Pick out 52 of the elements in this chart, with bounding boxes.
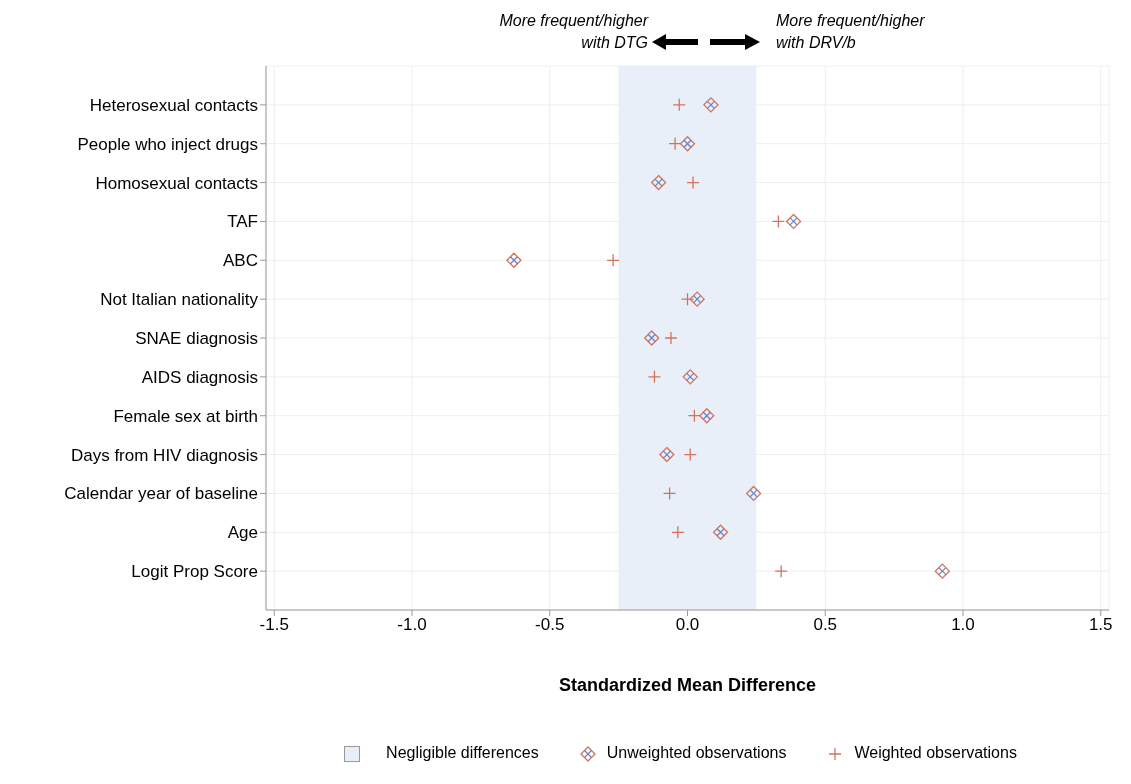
point — [689, 291, 705, 307]
point — [683, 447, 697, 462]
y-tick-label: TAF — [227, 212, 258, 232]
legend-label: Negligible differences — [385, 744, 539, 763]
x-tick-label: 1.0 — [951, 615, 975, 635]
x-tick-label: 0.5 — [813, 615, 838, 635]
text: More frequent/higher with DTG — [499, 11, 648, 53]
point — [671, 525, 685, 539]
x-tick-label: -0.5 — [535, 615, 565, 635]
legend-label: Weighted observations — [853, 744, 1017, 763]
text: More frequent/higher with DRV/b — [776, 11, 925, 53]
point — [712, 524, 729, 540]
y-tick-label: Homosexual contacts — [95, 173, 258, 193]
point — [703, 97, 719, 113]
x-tick-label: 0.0 — [675, 615, 700, 635]
y-tick-label: Heterosexual contacts — [89, 95, 258, 115]
point — [672, 98, 686, 112]
y-tick-label: Age — [227, 523, 258, 543]
point — [680, 292, 695, 306]
y-tick-label: Logit Prop Score — [131, 562, 258, 582]
point — [506, 252, 522, 268]
y-tick-label: Not Italian nationality — [100, 290, 259, 310]
y-tick-label: Calendar year of baseline — [64, 484, 258, 504]
x-tick-label: 1.5 — [1088, 615, 1113, 635]
point — [664, 331, 678, 345]
point — [699, 408, 715, 424]
point — [934, 563, 950, 579]
x-tick-label: -1.0 — [397, 615, 427, 635]
y-tick-label: Female sex at birth — [113, 406, 258, 426]
point — [668, 137, 682, 151]
point — [659, 446, 675, 463]
point — [647, 370, 662, 384]
point — [679, 136, 696, 152]
x-tick-label: -1.5 — [259, 615, 289, 635]
point — [774, 564, 788, 578]
y-tick-label: People who inject drugs — [77, 134, 258, 154]
point — [785, 213, 802, 230]
point — [771, 214, 786, 229]
y-tick-label: SNAE diagnosis — [135, 329, 258, 349]
point — [745, 485, 762, 502]
point — [682, 369, 698, 385]
point — [650, 174, 667, 191]
y-tick-label: Days from HIV diagnosis — [70, 445, 258, 465]
x-axis-title: Standardized Mean Difference — [558, 674, 817, 695]
y-tick-label: ABC — [223, 251, 258, 271]
point — [644, 330, 660, 346]
y-tick-label: AIDS diagnosis — [141, 367, 258, 387]
point — [662, 486, 677, 501]
point — [606, 253, 620, 267]
point — [687, 409, 702, 423]
point — [686, 175, 700, 190]
legend-label: Unweighted observations — [605, 744, 787, 763]
